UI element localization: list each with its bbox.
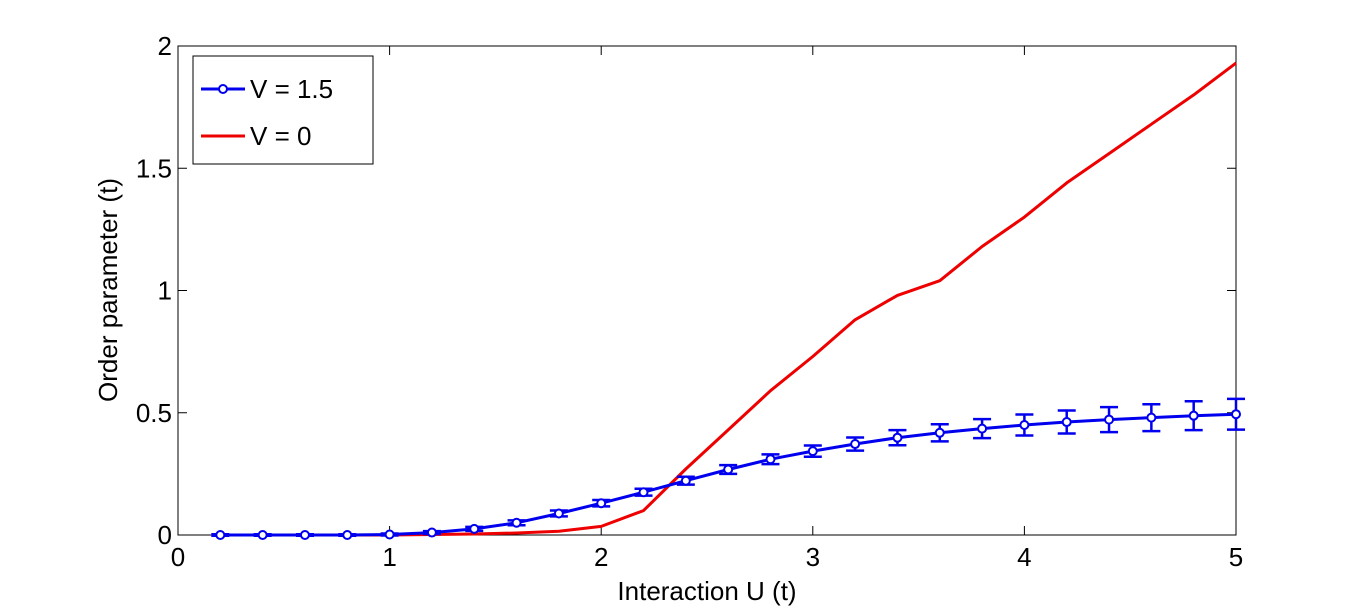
legend-label-series-1: V = 1.5	[250, 74, 333, 104]
data-point	[596, 498, 607, 509]
data-point	[469, 523, 480, 534]
legend: V = 1.5 V = 0	[192, 55, 374, 165]
legend-box	[192, 55, 374, 165]
data-point	[807, 446, 818, 457]
y-axis-label: Order parameter (t)	[93, 178, 123, 402]
x-tick-label: 1	[382, 542, 396, 572]
data-point	[977, 423, 988, 434]
data-point	[1104, 414, 1115, 425]
x-tick-label: 2	[594, 542, 608, 572]
x-tick-label: 3	[806, 542, 820, 572]
legend-label-series-2: V = 0	[250, 121, 311, 151]
data-point	[1146, 412, 1157, 423]
data-point	[765, 454, 776, 465]
data-point	[680, 475, 691, 486]
data-point	[1061, 417, 1072, 428]
data-point	[1019, 419, 1030, 430]
data-point	[892, 432, 903, 443]
data-point	[215, 530, 226, 540]
data-point	[342, 530, 353, 540]
y-tick-label: 1.5	[136, 153, 172, 183]
data-point	[257, 530, 268, 540]
axis-ticks	[177, 45, 1237, 536]
data-point	[299, 530, 310, 540]
x-axis-label: Interaction U (t)	[617, 576, 796, 606]
data-point	[723, 464, 734, 475]
axis-tick-labels: 0 1 2 3 4 5 0 0.5 1 1.5 2	[136, 31, 1243, 572]
data-point	[850, 439, 861, 450]
data-point	[426, 527, 437, 538]
data-point	[934, 427, 945, 438]
data-point	[511, 517, 522, 528]
y-tick-label: 2	[158, 31, 172, 61]
series-layer	[211, 61, 1245, 540]
legend-marker-series-1	[218, 84, 228, 94]
data-point	[553, 508, 564, 519]
x-tick-label: 5	[1229, 542, 1243, 572]
x-tick-label: 0	[171, 542, 185, 572]
y-tick-label: 0	[158, 520, 172, 550]
y-tick-label: 0.5	[136, 398, 172, 428]
x-tick-label: 4	[1017, 542, 1031, 572]
y-tick-label: 1	[158, 276, 172, 306]
data-point	[384, 529, 395, 540]
data-point	[1188, 410, 1199, 421]
data-point	[1231, 409, 1241, 420]
data-point	[638, 487, 649, 498]
series-1	[211, 397, 1245, 540]
